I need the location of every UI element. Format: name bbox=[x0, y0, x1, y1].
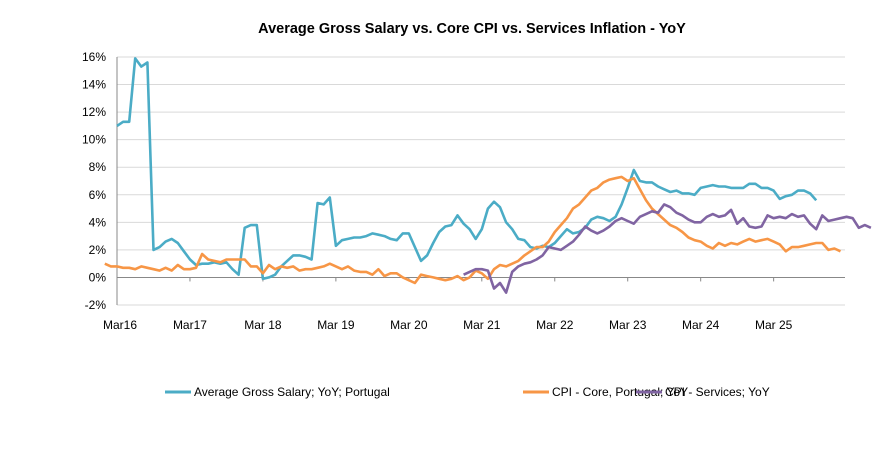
y-tick-label: 8% bbox=[89, 160, 107, 174]
y-tick-label: 10% bbox=[82, 133, 106, 147]
y-tick-label: 2% bbox=[89, 243, 107, 257]
y-tick-label: 14% bbox=[82, 78, 106, 92]
x-tick-label: Mar16 bbox=[103, 318, 137, 332]
y-tick-label: 6% bbox=[89, 188, 107, 202]
legend-label: CPI - Services; YoY bbox=[665, 385, 770, 399]
y-tick-label: -2% bbox=[85, 298, 107, 312]
series-line-1 bbox=[104, 175, 842, 285]
y-axis-ticks: -2% 0% 2% 4% 6% 8% 10% 12% 14% 16% bbox=[82, 50, 106, 312]
x-tick-label: Mar 25 bbox=[755, 318, 793, 332]
y-tick-label: 0% bbox=[89, 270, 107, 284]
series-lines bbox=[104, 57, 872, 294]
x-axis-ticks: Mar16 Mar17 Mar 18 Mar 19 Mar 20 Mar 21 Mar 22… bbox=[103, 277, 793, 332]
y-tick-label: 16% bbox=[82, 50, 106, 64]
x-tick-label: Mar17 bbox=[173, 318, 207, 332]
y-tick-label: 4% bbox=[89, 215, 107, 229]
x-tick-label: Mar 20 bbox=[390, 318, 428, 332]
series-line-0 bbox=[116, 57, 818, 281]
x-tick-label: Mar 22 bbox=[536, 318, 574, 332]
legend: Average Gross Salary; YoY; Portugal CPI -… bbox=[165, 385, 770, 399]
y-tick-label: 12% bbox=[82, 105, 106, 119]
chart-title: Average Gross Salary vs. Core CPI vs. Se… bbox=[258, 21, 686, 37]
x-tick-label: Mar 18 bbox=[244, 318, 282, 332]
x-tick-label: Mar 21 bbox=[463, 318, 501, 332]
legend-label: CPI - Core, Portugal; YoY bbox=[552, 385, 688, 399]
legend-label: Average Gross Salary; YoY; Portugal bbox=[194, 385, 390, 399]
x-tick-label: Mar 24 bbox=[682, 318, 720, 332]
gridlines bbox=[116, 56, 845, 306]
series-line-2 bbox=[463, 203, 872, 294]
x-tick-label: Mar 23 bbox=[609, 318, 647, 332]
x-tick-label: Mar 19 bbox=[317, 318, 355, 332]
